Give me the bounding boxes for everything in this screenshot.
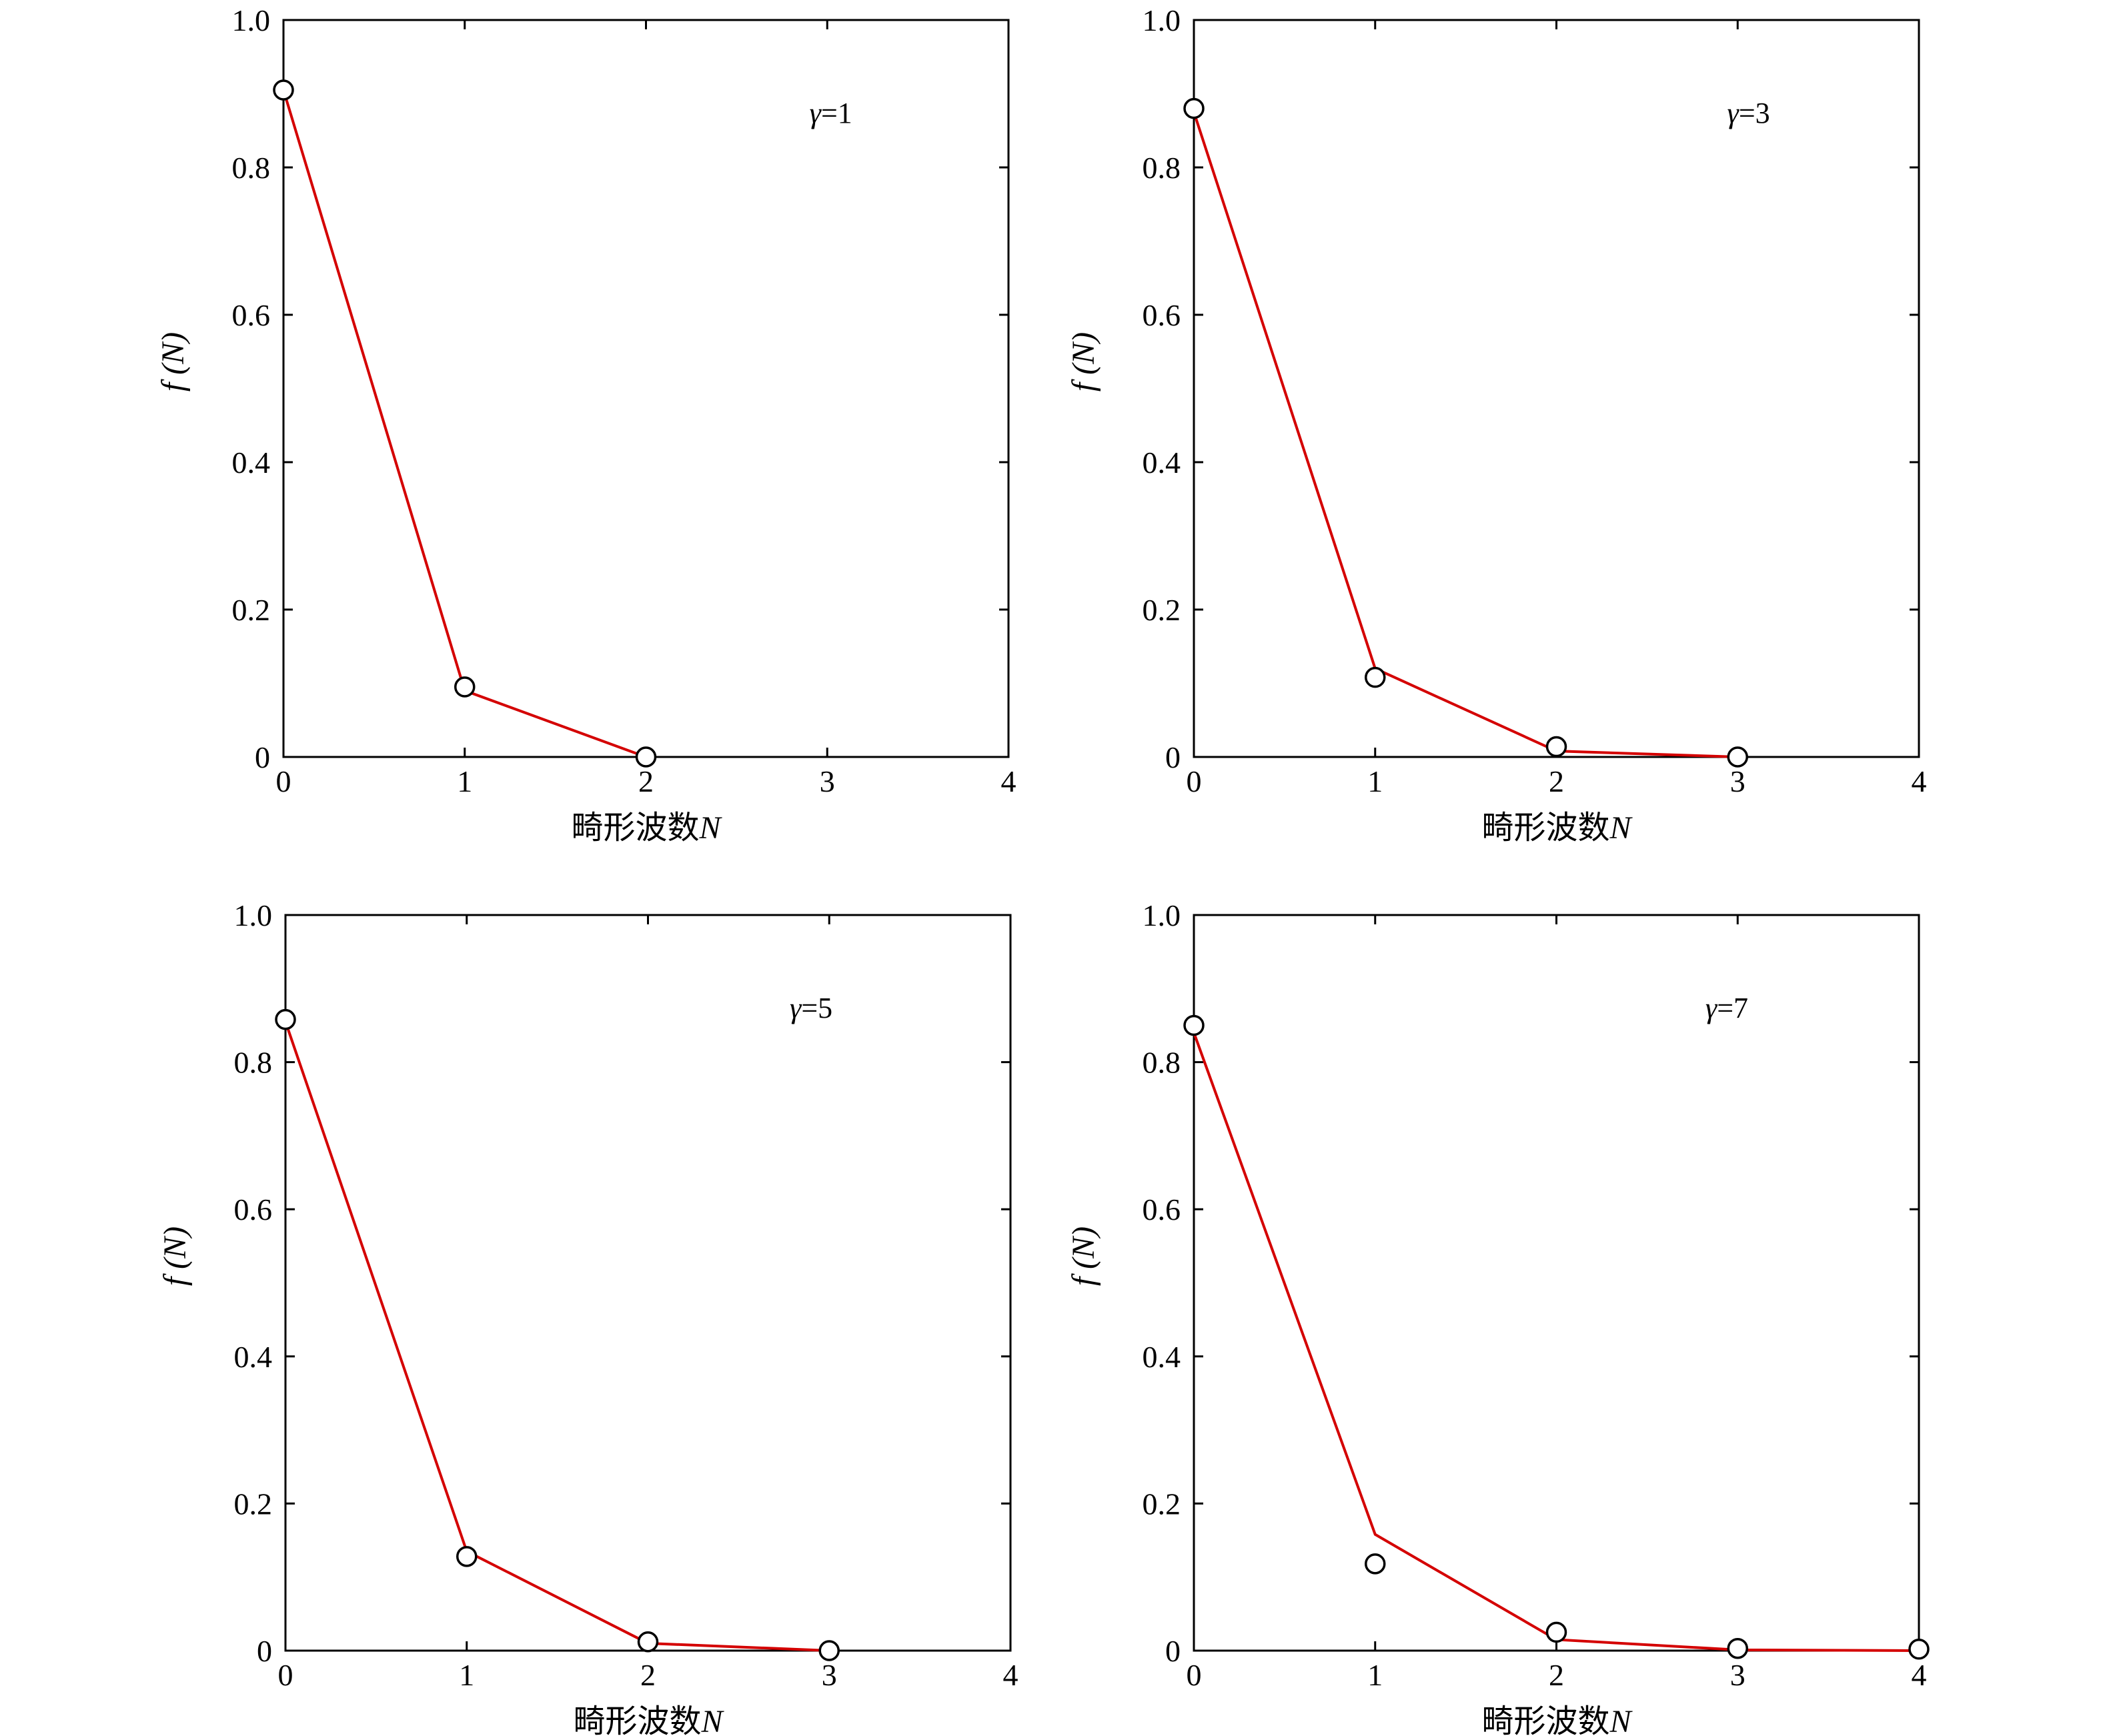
y-tick-label: 0.2 <box>1143 1487 1181 1521</box>
x-tick-label: 4 <box>1001 764 1016 798</box>
plot-frame <box>284 914 1012 1652</box>
x-tick-label: 3 <box>820 764 835 798</box>
plot-frame <box>282 19 1010 758</box>
x-tick-label: 3 <box>822 1658 837 1692</box>
x-axis-title: 畸形波数N <box>571 810 722 846</box>
plot-frame <box>1193 19 1920 758</box>
panel-4: 0 1 2 3 4 0 0.2 0.4 0.6 0.8 1.0 畸形波数N f (N) γ=7 <box>1066 898 1930 1736</box>
y-tick-label: 0.6 <box>1143 298 1181 332</box>
y-tick-label: 0.6 <box>232 298 271 332</box>
x-axis-title: 畸形波数N <box>573 1704 724 1736</box>
y-tick-label: 1.0 <box>1143 3 1181 37</box>
x-tick-label: 0 <box>1187 764 1202 798</box>
data-point <box>818 1640 840 1661</box>
data-point <box>273 79 294 101</box>
data-point <box>275 1008 296 1030</box>
y-tick-label: 0.4 <box>1143 1340 1181 1374</box>
y-tick-label: 1.0 <box>1143 898 1181 932</box>
data-point <box>1727 746 1748 768</box>
data-point <box>1365 666 1386 688</box>
x-tick-label: 1 <box>459 1658 474 1692</box>
x-tick-label: 4 <box>1912 764 1927 798</box>
y-axis-title: f (N) <box>1066 1226 1101 1286</box>
y-tick-label: 0.4 <box>234 1340 273 1374</box>
x-tick-label: 3 <box>1730 764 1745 798</box>
x-tick-label: 2 <box>640 1658 656 1692</box>
y-tick-label: 0.2 <box>1143 593 1181 627</box>
y-tick-label: 0.8 <box>1143 1046 1181 1080</box>
data-point <box>1545 1621 1567 1643</box>
y-tick-label: 0 <box>1165 740 1181 774</box>
data-point <box>1727 1637 1748 1659</box>
data-point <box>1545 736 1567 758</box>
data-point <box>637 1631 659 1653</box>
y-axis-title: f (N) <box>157 1226 193 1286</box>
y-tick-label: 0.2 <box>234 1487 273 1521</box>
fit-line <box>1193 1032 1920 1652</box>
gamma-annotation: γ=1 <box>810 97 852 129</box>
fit-line <box>284 1021 830 1652</box>
panel-2: 0 1 2 3 4 0 0.2 0.4 0.6 0.8 1.0 畸形波数N f (N) γ=3 <box>1066 3 1927 846</box>
panel-1: 0 1 2 3 4 0 0.2 0.4 0.6 0.8 1.0 畸形波数N f (N) γ=1 <box>155 3 1016 846</box>
x-tick-label: 2 <box>1549 1658 1564 1692</box>
data-point <box>456 1546 478 1567</box>
data-point <box>1908 1639 1930 1660</box>
fit-line <box>282 89 647 758</box>
x-tick-label: 3 <box>1730 1658 1745 1692</box>
y-tick-label: 0.2 <box>232 593 271 627</box>
data-point <box>454 676 476 698</box>
gamma-annotation: γ=5 <box>790 992 832 1024</box>
panel-3: 0 1 2 3 4 0 0.2 0.4 0.6 0.8 1.0 畸形波数N f (N) γ=5 <box>157 898 1018 1736</box>
gamma-annotation: γ=3 <box>1727 97 1770 129</box>
fit-line <box>1193 111 1738 758</box>
data-point <box>635 746 657 768</box>
x-tick-label: 0 <box>276 764 291 798</box>
x-tick-label: 4 <box>1912 1658 1927 1692</box>
data-point <box>1183 97 1205 119</box>
x-tick-label: 1 <box>457 764 472 798</box>
x-tick-label: 2 <box>638 764 654 798</box>
y-tick-label: 0.6 <box>234 1192 273 1226</box>
y-tick-label: 0.6 <box>1143 1192 1181 1226</box>
data-point <box>1183 1014 1205 1036</box>
x-tick-label: 0 <box>278 1658 293 1692</box>
y-tick-label: 0.8 <box>1143 151 1181 185</box>
y-tick-label: 0.8 <box>234 1046 273 1080</box>
x-tick-label: 4 <box>1003 1658 1018 1692</box>
y-tick-label: 0.4 <box>1143 446 1181 480</box>
gamma-annotation: γ=7 <box>1705 992 1748 1024</box>
y-axis-title: f (N) <box>1066 332 1101 391</box>
y-tick-label: 0 <box>255 740 270 774</box>
y-tick-label: 0.4 <box>232 446 271 480</box>
data-point <box>1365 1553 1386 1575</box>
x-axis-title: 畸形波数N <box>1481 810 1633 846</box>
y-tick-label: 0.8 <box>232 151 271 185</box>
y-tick-label: 1.0 <box>234 898 273 932</box>
x-tick-label: 0 <box>1187 1658 1202 1692</box>
y-axis-title: f (N) <box>155 332 191 391</box>
y-tick-label: 0 <box>1165 1634 1181 1668</box>
x-axis-title: 畸形波数N <box>1481 1704 1633 1736</box>
x-tick-label: 1 <box>1367 764 1383 798</box>
y-tick-label: 0 <box>257 1634 272 1668</box>
y-tick-label: 1.0 <box>232 3 271 37</box>
x-tick-label: 2 <box>1549 764 1564 798</box>
x-tick-label: 1 <box>1367 1658 1383 1692</box>
plot-frame <box>1193 914 1920 1652</box>
